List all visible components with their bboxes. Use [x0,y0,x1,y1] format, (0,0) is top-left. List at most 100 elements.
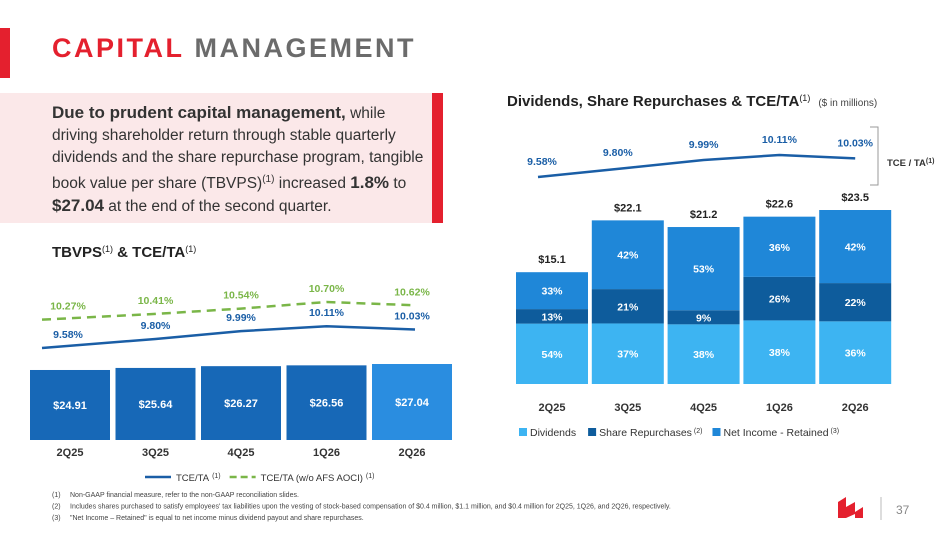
segment-label: 21% [617,301,639,313]
legend-label: Dividends [530,427,576,439]
title-accent: CAPITAL [52,33,185,63]
footnote-marker: (1) [52,492,61,499]
bar-segment [591,220,664,290]
legend-sup: (1) [366,473,375,480]
chart-title: TBVPS(1) & TCE/TA(1) [52,244,196,261]
callout-accent [432,93,443,223]
data-label: 10.70% [309,283,345,295]
page-number: 37 [896,503,910,517]
x-tick-label: 1Q26 [313,447,340,459]
callout-run: increased [274,175,351,193]
bar-segment [667,324,740,384]
legend-name: Net Income - Retained [723,427,828,439]
title-run: Dividends, Share Repurchases & TCE/TA [507,93,799,110]
data-label: 9.99% [689,139,719,151]
bar-segment [516,272,588,310]
bar-segment [516,323,588,384]
total-label: $22.1 [614,202,642,214]
segment-label: 36% [769,242,791,254]
x-tick-label: 2Q25 [539,402,566,414]
title-tab [0,28,10,78]
data-label: 10.62% [394,286,430,298]
x-tick-label: 3Q25 [614,402,641,414]
callout-run: at the end of the second quarter. [104,198,332,216]
footnote-text: Includes shares purchased to satisfy emp… [70,504,671,511]
footnote-marker: (3) [52,515,61,522]
bracket-sup: (1) [926,158,935,165]
bar-segment [591,289,664,324]
data-label: 10.11% [309,307,345,319]
data-label: 10.41% [138,295,174,307]
superscript: (1) [799,93,810,103]
footnote-text: "Net Income – Retained" is equal to net … [70,515,364,522]
data-label: 9.80% [141,320,171,332]
segment-label: 54% [541,349,563,361]
legend-sup: (3) [831,428,840,435]
data-label: 10.27% [50,301,86,313]
total-label: $23.5 [841,192,869,204]
bar-label: $26.27 [224,398,258,410]
segment-label: 13% [541,311,563,323]
legend-label: Share Repurchases (2) [599,427,702,439]
bar-segment [743,320,816,384]
data-label: 10.11% [762,134,798,146]
segment-label: 42% [845,242,867,254]
bracket-text: TCE / TA [887,158,926,169]
segment-label: 33% [541,286,563,298]
data-label: 10.03% [837,137,873,149]
legend-sup: (1) [212,473,221,480]
line [537,153,856,179]
logo [838,497,863,518]
x-tick-label: 2Q26 [399,447,426,459]
segment-label: 36% [845,348,867,360]
legend-name: TCE/TA [176,473,210,484]
callout-box [0,93,442,223]
chart-title: Dividends, Share Repurchases & TCE/TA(1) [507,93,810,110]
superscript: (1) [185,244,196,254]
bar-segment [819,283,892,322]
x-tick-label: 2Q26 [842,402,869,414]
footnote-text: Non-GAAP financial measure, refer to the… [70,492,299,499]
callout-run: while driving shareholder return through… [52,105,424,193]
title-run: TBVPS [52,244,102,261]
legend-name: Dividends [530,427,576,439]
line [41,324,416,350]
segment-label: 26% [769,294,791,306]
slide-title: CAPITAL MANAGEMENT [52,33,416,63]
bar-label: $24.91 [53,400,87,412]
line [41,300,416,321]
total-label: $15.1 [538,254,566,266]
x-tick-label: 2Q25 [57,447,84,459]
legend-label: Net Income - Retained (3) [723,427,839,439]
callout-sup: (1) [262,174,275,185]
bar-segment [516,309,588,324]
data-label: 9.80% [603,147,633,159]
total-label: $21.2 [690,209,718,221]
bar-label: $25.64 [139,399,174,411]
bar-label: $27.04 [395,397,430,409]
segment-label: 42% [617,250,639,262]
bar-segment [743,216,816,277]
legend-sup: (2) [694,428,703,435]
callout-run: to [389,175,407,193]
segment-label: 53% [693,264,715,276]
bar-segment [667,227,740,311]
callout-bold: Due to prudent capital management, [52,103,346,122]
x-tick-label: 1Q26 [766,402,793,414]
data-label: 9.58% [53,329,83,341]
title-rest: MANAGEMENT [195,33,417,63]
subtitle: ($ in millions) [818,98,877,109]
footnote-marker: (2) [52,504,61,511]
data-label: 9.58% [527,156,557,168]
legend-label: TCE/TA (w/o AFS AOCI) (1) [261,473,375,485]
bar-segment [667,310,740,325]
segment-label: 37% [617,349,639,361]
bar-segment [591,323,664,384]
legend-name: Share Repurchases [599,427,692,439]
bar [201,366,281,440]
x-tick-label: 3Q25 [142,447,169,459]
legend-swatch [712,428,721,436]
legend-swatch [588,428,597,436]
